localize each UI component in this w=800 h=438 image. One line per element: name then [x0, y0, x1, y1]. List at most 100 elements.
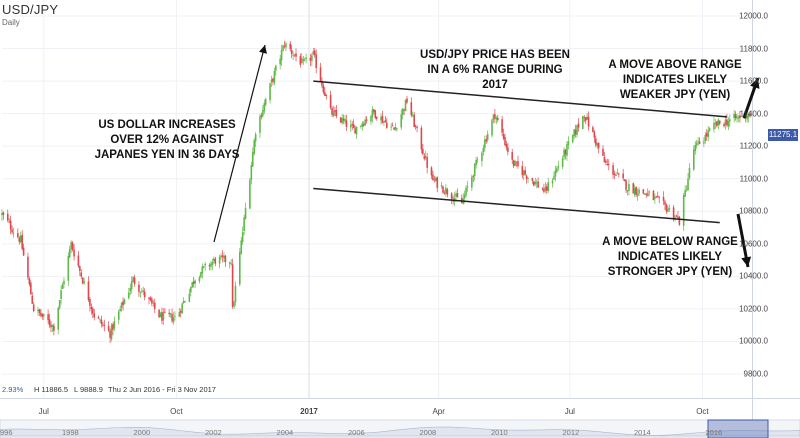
candle-body — [687, 178, 689, 191]
x-tick-label: Oct — [696, 407, 709, 416]
candle-body — [211, 261, 214, 266]
candle-body — [746, 116, 748, 120]
candle-body — [573, 129, 575, 136]
candle-body — [636, 193, 639, 196]
candle-body — [334, 110, 336, 112]
candle-body — [615, 174, 617, 176]
candle-body — [355, 126, 358, 135]
candle-body — [31, 295, 34, 304]
range-navigator — [0, 419, 800, 438]
candle-body — [655, 196, 658, 198]
candle-body — [309, 57, 312, 61]
candle-body — [113, 321, 116, 329]
y-tick-label: 11000.0 — [739, 174, 768, 184]
candle-body — [391, 125, 394, 127]
candle-body — [723, 123, 725, 127]
annotation-rise: US DOLLAR INCREASES OVER 12% AGAINST JAP… — [94, 119, 240, 161]
candle-body — [404, 99, 407, 112]
candle-body — [8, 221, 11, 223]
candle-body — [718, 120, 721, 124]
candle-body — [502, 133, 505, 139]
candle-body — [545, 186, 548, 191]
symbol-title: USD/JPY — [2, 2, 59, 17]
candle-body — [494, 114, 496, 119]
candle-body — [42, 313, 45, 317]
candle-body — [557, 166, 560, 168]
candle-body — [109, 330, 111, 338]
candle-body — [522, 170, 525, 176]
candle-body — [102, 324, 104, 326]
candle-body — [152, 302, 155, 304]
candle-body — [231, 264, 234, 307]
candle-body — [704, 134, 707, 142]
candle-body — [481, 152, 483, 162]
candle-body — [282, 45, 284, 51]
candle-body — [484, 139, 486, 148]
y-tick-label: 11800.0 — [739, 44, 768, 54]
candle-body — [300, 58, 303, 64]
candle-body — [616, 172, 619, 174]
candle-body — [208, 265, 211, 267]
candle-body — [456, 192, 459, 198]
candle-body — [272, 78, 274, 82]
candle-body — [87, 281, 90, 301]
candle-body — [77, 255, 80, 267]
candle-body — [364, 119, 366, 125]
navigator-year-label: 2006 — [348, 428, 365, 437]
candle-body — [668, 207, 671, 210]
candle-body — [733, 114, 735, 119]
candle-body — [243, 217, 245, 232]
candle-body — [411, 114, 414, 116]
candle-body — [452, 200, 454, 202]
candle-body — [736, 116, 738, 119]
candle-body — [656, 195, 659, 198]
candle-body — [240, 240, 243, 254]
annotation-arrows — [213, 44, 760, 268]
candle-body — [605, 160, 607, 163]
candle-body — [93, 313, 96, 318]
candle-body — [53, 325, 55, 331]
candle-body — [373, 109, 375, 112]
high-value: H 11886.5 — [34, 385, 69, 394]
candle-body — [342, 118, 345, 121]
candle-body — [312, 51, 315, 55]
candle-body — [717, 119, 720, 126]
candle-body — [41, 314, 44, 317]
candle-body — [37, 309, 39, 312]
candle-body — [79, 266, 81, 271]
candle-body — [117, 311, 120, 320]
candle-body — [665, 204, 668, 212]
candle-body — [515, 161, 518, 163]
candle-body — [188, 293, 191, 302]
candle-body — [48, 319, 51, 326]
candle-body — [547, 182, 550, 191]
navigator-year-label: 2016 — [705, 428, 723, 437]
candle-body — [120, 302, 123, 309]
candle-body — [71, 242, 74, 250]
x-tick-label: Apr — [432, 407, 445, 416]
up-arrow-head — [750, 78, 760, 89]
candlestick-series — [1, 40, 751, 344]
y-tick-label: 10000.0 — [739, 336, 768, 346]
candle-body — [521, 166, 524, 176]
annotation-range: USD/JPY PRICE HAS BEEN IN A 6% RANGE DUR… — [420, 49, 570, 91]
candle-body — [698, 141, 701, 145]
candle-body — [406, 98, 408, 103]
candle-body — [345, 120, 348, 128]
candle-body — [606, 164, 609, 165]
candle-body — [202, 266, 205, 268]
candle-body — [174, 315, 176, 317]
candle-body — [27, 256, 29, 278]
candle-body — [445, 187, 447, 194]
candle-body — [223, 255, 225, 259]
candle-body — [233, 301, 235, 307]
candle-body — [556, 168, 558, 172]
navigator-year-label: 2014 — [634, 428, 651, 437]
candle-body — [593, 131, 596, 138]
candle-body — [362, 124, 365, 126]
candle-body — [214, 258, 217, 264]
candle-body — [667, 209, 669, 212]
candle-body — [228, 262, 231, 264]
candle-body — [436, 177, 439, 188]
